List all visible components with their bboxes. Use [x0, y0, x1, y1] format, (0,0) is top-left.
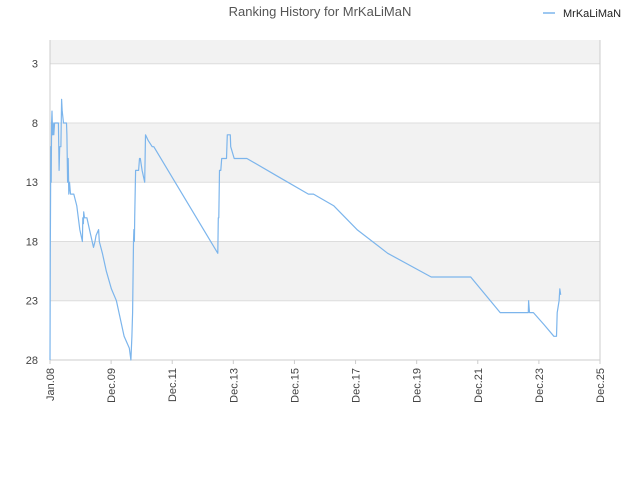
x-tick-label: Dec.09 [106, 368, 118, 403]
y-tick-label: 13 [26, 177, 38, 189]
x-tick-label: Dec.23 [534, 368, 546, 403]
x-tick-labels: Jan.08 Dec.09 Dec.11 Dec.13 Dec.15 Dec.17 Dec.… [45, 360, 607, 403]
plot-band [50, 241, 600, 301]
x-tick-label: Dec.25 [595, 368, 607, 403]
x-tick-label: Dec.11 [167, 368, 179, 402]
y-tick-label: 23 [26, 296, 38, 308]
y-tick-label: 8 [32, 118, 38, 130]
x-tick-label: Dec.13 [228, 368, 240, 403]
y-tick-label: 3 [32, 59, 38, 71]
plot-band [50, 40, 600, 64]
y-tick-label: 18 [26, 236, 38, 248]
legend-label[interactable]: MrKaLiMaN [563, 8, 621, 20]
legend[interactable]: MrKaLiMaN [543, 8, 621, 20]
y-tick-labels: 3 8 13 18 23 28 [26, 59, 38, 367]
x-tick-label: Dec.15 [289, 368, 301, 403]
series-line [49, 98, 562, 361]
x-tick-label: Dec.19 [412, 368, 424, 403]
plot-bands [50, 40, 600, 301]
x-tick-label: Jan.08 [45, 368, 57, 401]
y-tick-label: 28 [26, 355, 38, 367]
plot-band [50, 122, 600, 183]
chart-title: Ranking History for MrKaLiMaN [229, 4, 412, 19]
x-tick-label: Dec.21 [473, 368, 485, 403]
series-group [49, 98, 562, 361]
x-tick-label: Dec.17 [351, 368, 363, 403]
